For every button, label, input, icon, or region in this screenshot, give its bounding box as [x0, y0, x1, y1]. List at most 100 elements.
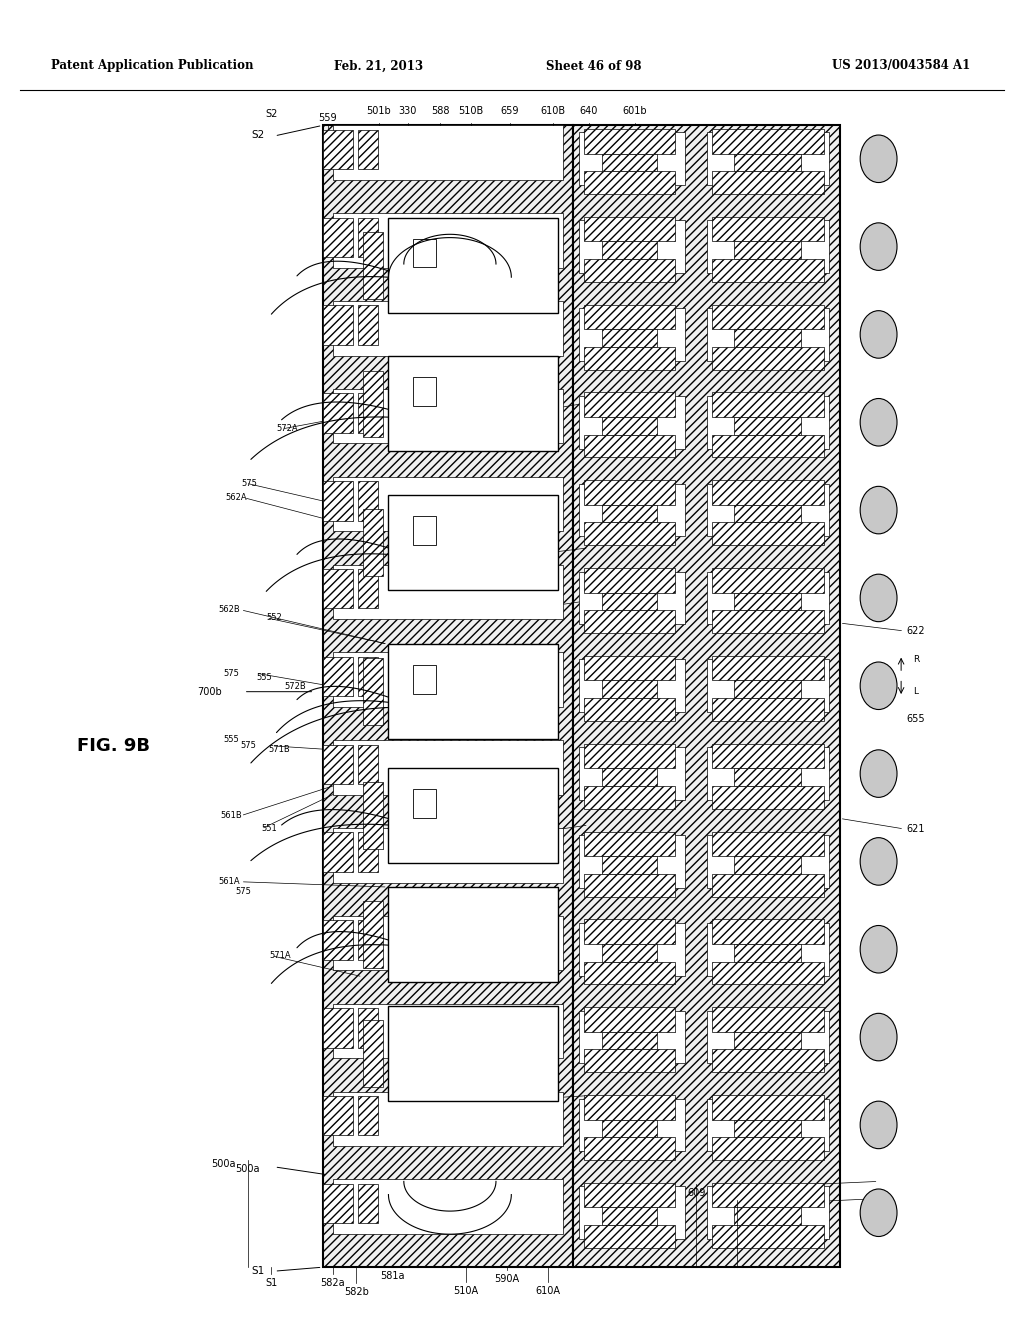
Bar	[712, 961, 823, 985]
Bar	[707, 220, 829, 273]
Bar	[357, 218, 378, 257]
Text: 551: 551	[261, 825, 276, 833]
Bar	[712, 656, 823, 681]
Bar	[584, 172, 675, 194]
Text: 600g: 600g	[725, 1204, 750, 1214]
Bar	[712, 1183, 823, 1208]
Bar	[584, 259, 675, 281]
Bar	[323, 744, 352, 784]
Bar	[602, 1208, 656, 1225]
Bar	[323, 1184, 352, 1224]
Bar	[333, 389, 563, 444]
Bar	[584, 347, 675, 370]
Text: 330: 330	[398, 106, 417, 116]
Bar	[602, 504, 656, 523]
Bar	[579, 1011, 685, 1064]
Bar	[707, 1187, 829, 1239]
Bar	[602, 1032, 656, 1049]
Bar	[584, 832, 675, 857]
Bar	[323, 1008, 352, 1048]
Bar	[712, 832, 823, 857]
Circle shape	[860, 925, 897, 973]
Bar	[323, 657, 352, 696]
Text: 582a: 582a	[321, 1278, 345, 1288]
Text: 510A: 510A	[454, 1286, 478, 1296]
Bar	[707, 483, 829, 536]
Text: S1: S1	[265, 1278, 278, 1288]
Text: 572A: 572A	[276, 425, 298, 433]
Circle shape	[860, 663, 897, 710]
Text: 500a: 500a	[236, 1164, 260, 1175]
Bar	[323, 218, 352, 257]
Bar	[333, 565, 563, 619]
Bar	[602, 1119, 656, 1138]
Bar	[712, 785, 823, 809]
Bar	[584, 874, 675, 896]
Bar	[333, 916, 563, 970]
Text: 561A: 561A	[218, 878, 240, 886]
Text: 555: 555	[223, 735, 239, 743]
Bar	[357, 393, 378, 433]
Bar	[323, 129, 352, 169]
Text: FIG. 9B: FIG. 9B	[77, 737, 150, 755]
Bar	[579, 747, 685, 800]
Text: Sheet 46 of 98: Sheet 46 of 98	[546, 59, 642, 73]
Bar	[579, 572, 685, 624]
Text: 583b: 583b	[364, 231, 385, 239]
Text: R: R	[913, 656, 920, 664]
Bar	[414, 378, 435, 407]
Bar	[388, 495, 558, 590]
Bar	[584, 1096, 675, 1119]
Text: 582b: 582b	[344, 1287, 369, 1298]
Bar	[584, 698, 675, 721]
Bar	[602, 944, 656, 961]
Bar	[712, 523, 823, 545]
Bar	[579, 396, 685, 449]
Bar	[333, 301, 563, 355]
Bar	[323, 305, 352, 345]
Bar	[362, 371, 383, 437]
Bar	[414, 665, 435, 694]
Circle shape	[860, 750, 897, 797]
Bar	[602, 768, 656, 785]
Bar	[323, 1096, 352, 1135]
Text: 610A: 610A	[536, 1286, 560, 1296]
Bar	[707, 660, 829, 711]
Bar	[584, 216, 675, 242]
Text: Patent Application Publication: Patent Application Publication	[51, 59, 254, 73]
Text: 571A: 571A	[269, 952, 291, 960]
Bar	[333, 125, 563, 180]
Bar	[323, 833, 352, 873]
Circle shape	[860, 1189, 897, 1237]
Bar	[579, 132, 685, 185]
Bar	[362, 510, 383, 576]
Text: 510B: 510B	[459, 106, 483, 116]
Text: 575: 575	[242, 479, 258, 487]
Bar	[357, 1184, 378, 1224]
Circle shape	[860, 135, 897, 182]
Bar	[584, 1138, 675, 1160]
Bar	[602, 681, 656, 698]
Bar	[712, 305, 823, 329]
Bar	[712, 698, 823, 721]
Circle shape	[860, 1101, 897, 1148]
Bar	[734, 504, 802, 523]
Bar	[362, 1020, 383, 1086]
Bar	[357, 1008, 378, 1048]
Bar	[323, 125, 573, 1267]
Bar	[584, 743, 675, 768]
Bar	[388, 768, 558, 863]
Bar	[388, 887, 558, 982]
Bar	[579, 1187, 685, 1239]
Bar	[712, 480, 823, 504]
Text: 621: 621	[906, 824, 925, 834]
Text: 562B: 562B	[218, 606, 240, 614]
Bar	[584, 434, 675, 458]
Text: 655: 655	[906, 714, 925, 725]
Bar	[362, 783, 383, 849]
Bar	[734, 242, 802, 259]
Bar	[734, 944, 802, 961]
Bar	[712, 568, 823, 593]
Bar	[584, 610, 675, 634]
Text: 581a: 581a	[380, 1271, 404, 1282]
